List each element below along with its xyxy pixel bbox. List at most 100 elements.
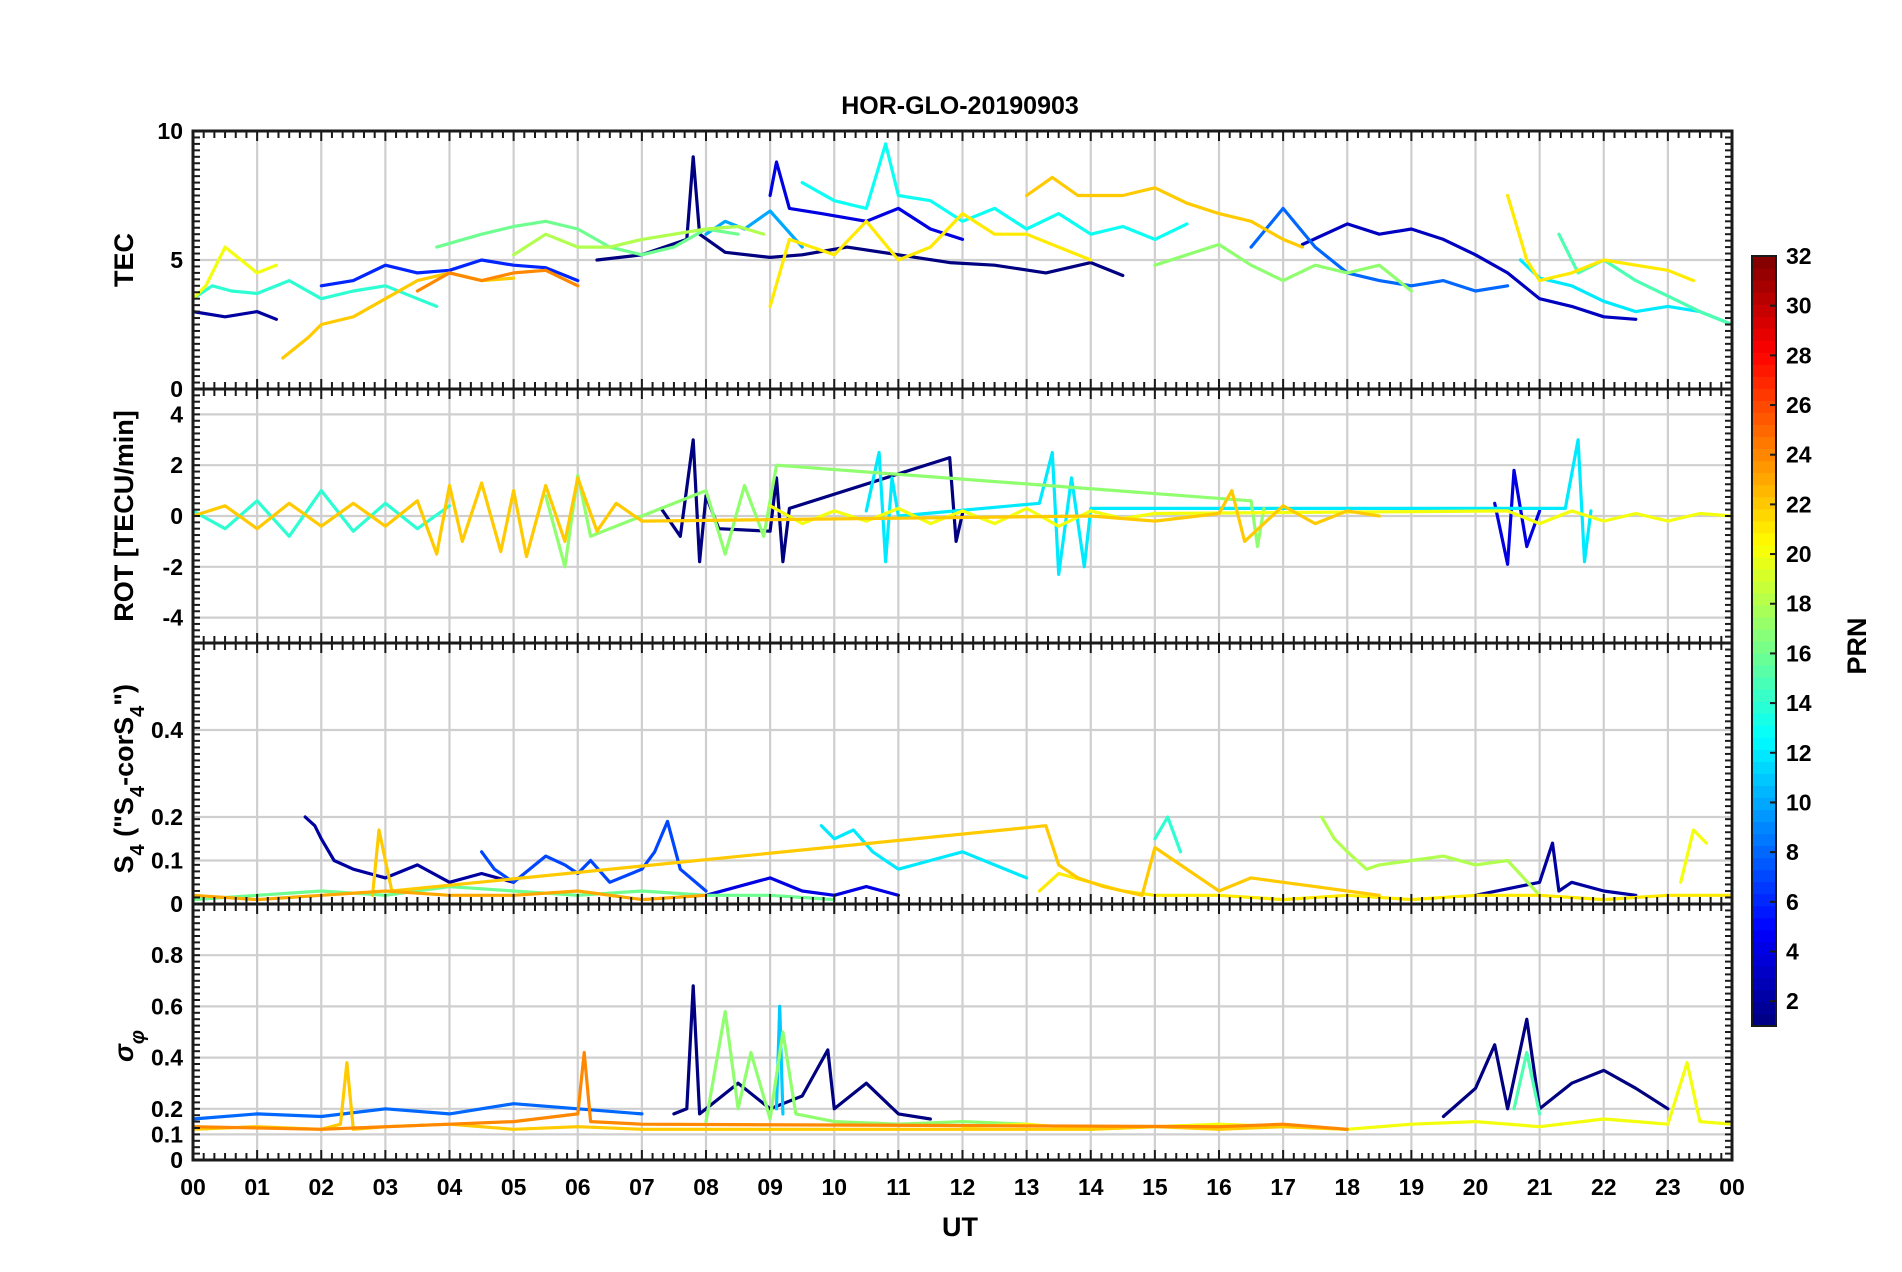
series-prn-18 [1319,815,1542,897]
colorbar-band [1752,785,1776,799]
colorbar-band [1752,941,1776,955]
colorbar-tick-label: 2 [1786,988,1799,1014]
y-tick-label: 0 [170,891,183,917]
panel-sigma: 00.10.2 0.4 0.6 0.8 σφ [109,902,1734,1173]
x-tick-label: 23 [1655,1174,1681,1200]
x-tick-label: 09 [757,1174,783,1200]
series-prn-22 [281,271,516,360]
colorbar-band [1752,496,1776,510]
colorbar-band [1752,641,1776,654]
colorbar-band [1752,628,1776,642]
series-prn-8 [1249,206,1510,293]
colorbar-band [1752,869,1776,883]
colorbar-band [1752,580,1776,594]
series-prn-2 [1473,841,1638,897]
colorbar-band [1752,893,1776,907]
series-prn-24 [193,1050,1349,1131]
series-prn-1 [595,155,1125,278]
y-axis-label: ROT [TECU/min] [109,410,139,621]
colorbar-band [1752,677,1776,690]
colorbar-band [1752,917,1776,931]
x-tick-label: 03 [373,1174,399,1200]
colorbar-band [1752,412,1776,426]
colorbar-tick-label: 8 [1786,839,1799,865]
colorbar-band [1752,737,1776,750]
y-tick-label: -2 [163,554,183,580]
y-axis-label: S4 ("S4-corS4") [109,684,149,874]
y-tick-label: 5 [170,247,183,273]
colorbar-band [1752,448,1776,462]
y-tick-label: 0 [170,503,183,529]
colorbar-band [1752,316,1776,329]
series-prn-4 [704,876,901,897]
colorbar-band [1752,749,1776,762]
colorbar-tick-label: 12 [1786,740,1812,766]
series-prn-14 [193,279,439,308]
series-group [193,438,1732,577]
series-group [193,142,1732,360]
y-tick-label: 2 [170,452,183,478]
series-prn-21 [1505,193,1696,283]
series-prn-13 [800,142,1189,241]
x-tick-label: 08 [693,1174,719,1200]
colorbar-band [1752,1001,1776,1015]
x-tick-label: 11 [886,1174,911,1200]
colorbar-band [1752,304,1776,317]
x-tick-label: 19 [1399,1174,1425,1200]
x-tick-label: 14 [1078,1174,1104,1200]
colorbar-band [1752,388,1776,401]
colorbar-tick-label: 20 [1786,541,1812,567]
colorbar-band [1752,568,1776,582]
series-prn-2 [303,815,516,884]
x-tick-label: 22 [1591,1174,1617,1200]
colorbar-band [1752,364,1776,377]
series-prn-22 [1024,175,1305,249]
colorbar-band [1752,508,1776,522]
colorbar-band [1752,701,1776,714]
colorbar-band [1752,340,1776,353]
colorbar-band [1752,761,1776,774]
colorbar-band [1752,929,1776,943]
colorbar-band [1752,653,1776,666]
series-prn-16 [435,219,740,257]
chart-title: HOR-GLO-20190903 [841,92,1079,120]
series-prn-22 [193,476,1381,559]
x-tick-label: 18 [1334,1174,1360,1200]
y-tick-label: 0.8 [151,942,183,968]
colorbar-band [1752,713,1776,726]
x-tick-label: 21 [1527,1174,1553,1200]
colorbar-tick-label: 16 [1786,640,1812,666]
colorbar-band [1752,905,1776,919]
colorbar-band [1752,989,1776,1003]
x-tick-label: 02 [308,1174,334,1200]
colorbar-band [1752,604,1776,618]
series-prn-21 [768,212,1093,308]
series-prn-12 [819,824,1029,880]
y-tick-label: 0.1 [151,1121,183,1147]
colorbar-tick-label: 26 [1786,392,1812,418]
series-prn-6 [319,258,580,288]
x-tick-label: 05 [501,1174,527,1200]
x-tick-label: 10 [821,1174,847,1200]
series-prn-3 [1300,222,1638,321]
series-prn-22 [370,824,1381,897]
series-prn-17 [1153,242,1414,293]
y-axis-label: TEC [109,233,139,287]
colorbar-tick-label: 14 [1786,690,1812,716]
colorbar-band [1752,280,1776,293]
colorbar-tick-label: 10 [1786,789,1812,815]
colorbar-label: PRN [1842,617,1872,674]
colorbar-band [1752,436,1776,450]
colorbar-tick-label: 24 [1786,442,1812,468]
colorbar-band [1752,556,1776,570]
colorbar-band [1752,520,1776,534]
x-tick-labels: 00 01 02 03 04 05 06 07 08 09 10 11 12 13 14 15 16 17 18 19… [180,1174,1745,1200]
panel-frame [191,902,1734,1162]
colorbar-band [1752,532,1776,546]
x-tick-label: 06 [565,1174,591,1200]
colorbar-band [1752,953,1776,967]
colorbar-tick-label: 28 [1786,342,1812,368]
y-tick-label: 0.2 [151,804,183,830]
